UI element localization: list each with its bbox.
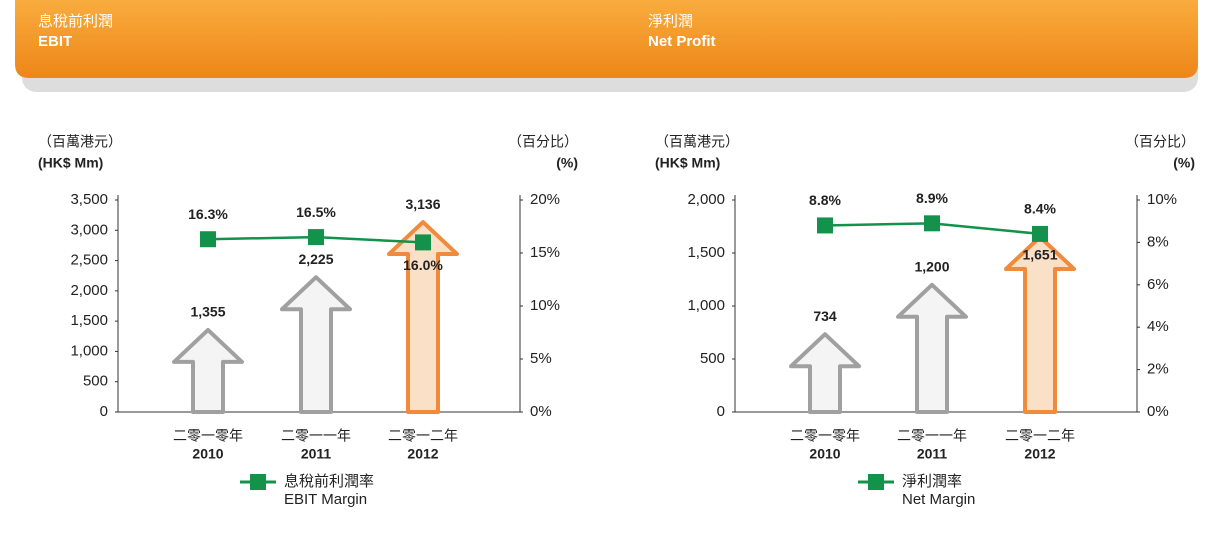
y2-tick-label: 10% bbox=[1147, 191, 1177, 208]
chart-subtitle: EBIT bbox=[38, 33, 72, 50]
y2-tick-label: 5% bbox=[530, 350, 552, 367]
x-tick-label: 二零一零年 bbox=[790, 428, 860, 444]
margin-value-label: 8.4% bbox=[1024, 201, 1056, 217]
bar-value-label: 1,200 bbox=[914, 259, 949, 275]
x-tick-label: 2012 bbox=[1024, 446, 1055, 462]
y-tick-label: 0 bbox=[100, 403, 108, 420]
y2-axis-label: (%) bbox=[1173, 155, 1195, 171]
y-tick-label: 2,000 bbox=[70, 282, 108, 299]
y2-tick-label: 15% bbox=[530, 244, 560, 261]
y-tick-label: 1,500 bbox=[687, 244, 725, 261]
margin-marker bbox=[308, 229, 324, 246]
arrow-bar bbox=[387, 220, 459, 414]
x-tick-label: 2011 bbox=[917, 446, 948, 462]
legend-label: Net Margin bbox=[902, 491, 975, 508]
bar-value-label: 3,136 bbox=[405, 196, 440, 212]
margin-marker bbox=[415, 234, 431, 251]
chart-title: 淨利潤 bbox=[648, 13, 693, 30]
margin-marker bbox=[924, 215, 940, 232]
chart-title: 息稅前利潤 bbox=[38, 13, 113, 30]
margin-value-label: 16.0% bbox=[403, 257, 443, 273]
y-tick-label: 3,000 bbox=[70, 221, 108, 238]
y2-tick-label: 2% bbox=[1147, 361, 1169, 378]
legend-label: 淨利潤率 bbox=[902, 473, 962, 490]
bar-value-label: 2,225 bbox=[298, 251, 333, 267]
y-axis-label: (HK$ Mm) bbox=[655, 155, 720, 171]
x-tick-label: 2010 bbox=[192, 446, 223, 462]
margin-value-label: 8.9% bbox=[916, 190, 948, 206]
margin-marker bbox=[817, 217, 833, 234]
legend-marker bbox=[868, 474, 884, 490]
x-tick-label: 二零一二年 bbox=[388, 428, 458, 444]
y-axis-label: （百萬港元） bbox=[655, 134, 739, 150]
y2-axis-label: (%) bbox=[556, 155, 578, 171]
legend-marker bbox=[250, 474, 266, 490]
y-axis-label: （百萬港元） bbox=[38, 134, 122, 150]
arrow-bar bbox=[172, 327, 244, 414]
y-tick-label: 2,000 bbox=[687, 191, 725, 208]
y2-axis-label: （百分比） bbox=[508, 134, 578, 150]
arrow-bar bbox=[789, 332, 861, 414]
y2-tick-label: 4% bbox=[1147, 318, 1169, 335]
y2-tick-label: 6% bbox=[1147, 276, 1169, 293]
y2-tick-label: 20% bbox=[530, 191, 560, 208]
bar-value-label: 734 bbox=[813, 308, 837, 324]
x-tick-label: 二零一零年 bbox=[173, 428, 243, 444]
arrow-bar bbox=[280, 275, 352, 414]
legend-label: EBIT Margin bbox=[284, 491, 367, 508]
y-tick-label: 3,500 bbox=[70, 191, 108, 208]
x-tick-label: 2011 bbox=[301, 446, 332, 462]
y-tick-label: 2,500 bbox=[70, 252, 108, 269]
y-tick-label: 0 bbox=[717, 403, 725, 420]
x-tick-label: 二零一一年 bbox=[897, 428, 967, 444]
bar-value-label: 1,355 bbox=[190, 304, 225, 320]
arrow-bar bbox=[896, 282, 968, 414]
y2-tick-label: 0% bbox=[530, 403, 552, 420]
y2-tick-label: 0% bbox=[1147, 403, 1169, 420]
margin-marker bbox=[200, 231, 216, 248]
y2-tick-label: 8% bbox=[1147, 233, 1169, 250]
y-tick-label: 500 bbox=[83, 373, 108, 390]
y2-tick-label: 10% bbox=[530, 297, 560, 314]
margin-value-label: 16.3% bbox=[188, 206, 228, 222]
x-tick-label: 二零一一年 bbox=[281, 428, 351, 444]
y-axis-label: (HK$ Mm) bbox=[38, 155, 103, 171]
bar-value-label: 1,651 bbox=[1022, 247, 1057, 263]
y-tick-label: 1,000 bbox=[687, 297, 725, 314]
x-tick-label: 2012 bbox=[407, 446, 438, 462]
margin-value-label: 8.8% bbox=[809, 192, 841, 208]
y2-axis-label: （百分比） bbox=[1125, 134, 1195, 150]
margin-value-label: 16.5% bbox=[296, 204, 336, 220]
y-tick-label: 1,000 bbox=[70, 342, 108, 359]
margin-marker bbox=[1032, 225, 1048, 242]
x-tick-label: 2010 bbox=[809, 446, 840, 462]
chart-subtitle: Net Profit bbox=[648, 33, 716, 50]
arrow-bar bbox=[1004, 234, 1076, 414]
y-tick-label: 1,500 bbox=[70, 312, 108, 329]
y-tick-label: 500 bbox=[700, 350, 725, 367]
header-band bbox=[15, 0, 1198, 78]
legend-label: 息稅前利潤率 bbox=[284, 473, 374, 490]
x-tick-label: 二零一二年 bbox=[1005, 428, 1075, 444]
